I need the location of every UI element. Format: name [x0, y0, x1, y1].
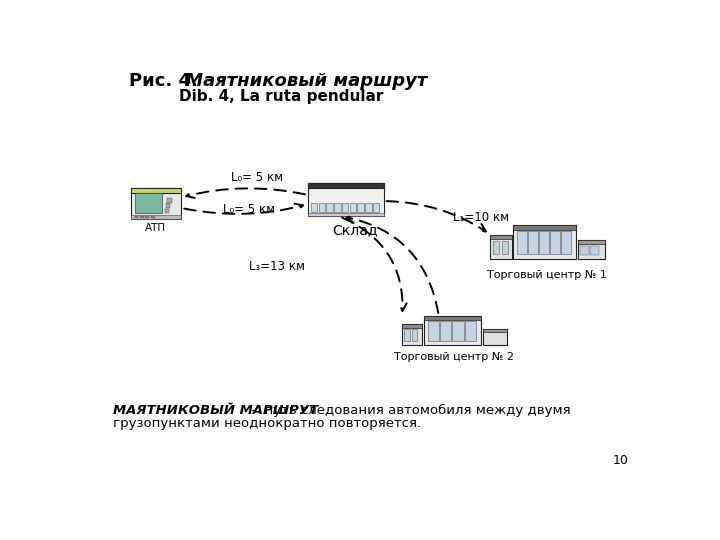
FancyBboxPatch shape [145, 215, 149, 218]
Text: МАЯТНИКОВЫЙ МАРШРУТ: МАЯТНИКОВЫЙ МАРШРУТ [113, 403, 318, 416]
FancyBboxPatch shape [428, 321, 438, 341]
FancyBboxPatch shape [131, 188, 181, 219]
FancyBboxPatch shape [307, 213, 384, 217]
FancyBboxPatch shape [465, 321, 476, 341]
FancyBboxPatch shape [402, 324, 422, 345]
FancyArrowPatch shape [347, 215, 438, 313]
FancyArrowPatch shape [186, 188, 305, 198]
FancyBboxPatch shape [131, 188, 181, 193]
FancyBboxPatch shape [135, 215, 138, 218]
FancyBboxPatch shape [440, 321, 451, 341]
Text: АТП: АТП [145, 222, 166, 233]
FancyBboxPatch shape [412, 329, 418, 341]
FancyBboxPatch shape [404, 329, 410, 341]
Text: Склад: Склад [333, 222, 378, 237]
FancyBboxPatch shape [513, 225, 576, 229]
FancyBboxPatch shape [373, 202, 379, 212]
FancyBboxPatch shape [577, 240, 605, 259]
FancyBboxPatch shape [452, 321, 464, 341]
FancyBboxPatch shape [502, 240, 508, 254]
Text: Торговый центр № 2: Торговый центр № 2 [395, 352, 514, 362]
Text: Маятниковый маршрут: Маятниковый маршрут [179, 72, 428, 91]
Text: грузопунктами неоднократно повторяется.: грузопунктами неоднократно повторяется. [113, 417, 421, 430]
FancyBboxPatch shape [550, 231, 560, 254]
FancyBboxPatch shape [482, 329, 507, 345]
FancyBboxPatch shape [490, 235, 512, 239]
Text: L₃=13 км: L₃=13 км [249, 260, 305, 273]
FancyBboxPatch shape [326, 202, 333, 212]
FancyBboxPatch shape [307, 183, 384, 188]
FancyBboxPatch shape [490, 235, 512, 259]
FancyBboxPatch shape [423, 316, 481, 345]
Text: -  путь следования автомобиля между двумя: - путь следования автомобиля между двумя [248, 403, 571, 417]
FancyArrowPatch shape [342, 218, 407, 311]
FancyBboxPatch shape [166, 204, 171, 208]
FancyBboxPatch shape [528, 231, 538, 254]
FancyArrowPatch shape [184, 204, 303, 214]
FancyBboxPatch shape [590, 246, 599, 255]
FancyBboxPatch shape [342, 202, 348, 212]
FancyBboxPatch shape [167, 198, 171, 202]
FancyBboxPatch shape [402, 324, 422, 328]
FancyBboxPatch shape [482, 329, 507, 332]
FancyBboxPatch shape [307, 183, 384, 217]
Text: L₀= 5 км: L₀= 5 км [222, 203, 275, 216]
FancyBboxPatch shape [539, 231, 549, 254]
FancyBboxPatch shape [357, 202, 364, 212]
Text: Торговый центр № 1: Торговый центр № 1 [487, 269, 607, 280]
FancyBboxPatch shape [150, 215, 155, 218]
FancyBboxPatch shape [365, 202, 372, 212]
FancyBboxPatch shape [577, 240, 605, 244]
FancyBboxPatch shape [334, 202, 341, 212]
FancyBboxPatch shape [580, 246, 589, 255]
Text: L₀= 5 км: L₀= 5 км [230, 172, 283, 185]
FancyBboxPatch shape [513, 225, 576, 259]
Text: Рис. 4.: Рис. 4. [129, 72, 197, 91]
FancyBboxPatch shape [311, 202, 318, 212]
FancyBboxPatch shape [319, 202, 325, 212]
FancyBboxPatch shape [131, 215, 181, 219]
FancyBboxPatch shape [517, 231, 527, 254]
FancyArrowPatch shape [387, 201, 486, 232]
FancyBboxPatch shape [493, 240, 499, 254]
Text: L₁=10 км: L₁=10 км [453, 211, 509, 224]
Text: Dib. 4, La ruta pendular: Dib. 4, La ruta pendular [179, 89, 384, 104]
FancyBboxPatch shape [135, 193, 162, 213]
FancyBboxPatch shape [140, 215, 144, 218]
FancyBboxPatch shape [165, 209, 169, 213]
FancyBboxPatch shape [423, 316, 481, 320]
Text: 10: 10 [613, 454, 629, 467]
FancyBboxPatch shape [562, 231, 571, 254]
FancyBboxPatch shape [350, 202, 356, 212]
